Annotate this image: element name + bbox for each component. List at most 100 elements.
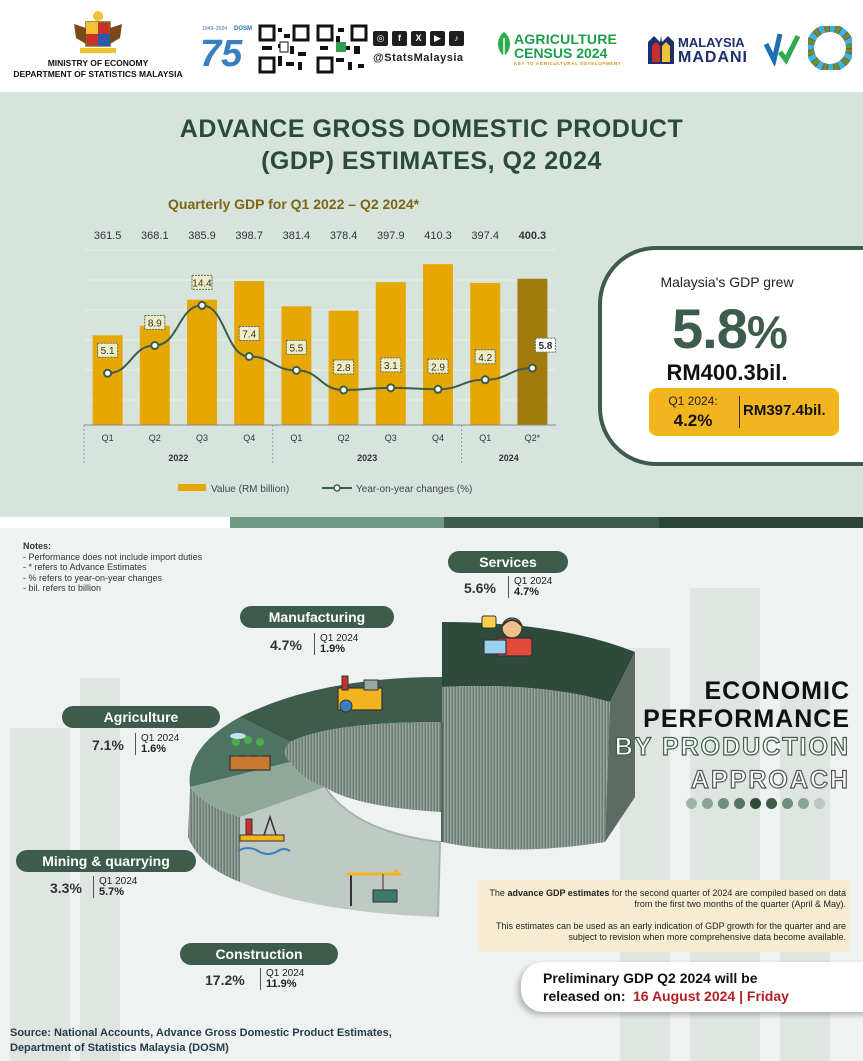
q1-amount: RM397.4bil. [743, 402, 826, 419]
bar [281, 306, 312, 425]
sector-agriculture-growth: 7.1% [92, 737, 124, 753]
malaysia-crest-icon [74, 11, 122, 53]
notes: Notes: - Performance does not include im… [23, 541, 202, 594]
donut-slice-mining [190, 762, 325, 817]
page-title: ADVANCE GROSS DOMESTIC PRODUCT (GDP) EST… [0, 113, 863, 177]
line-point [103, 368, 113, 378]
x-tick-label: Q4 [432, 433, 444, 443]
line-label: 5.8 [538, 341, 552, 352]
dot [798, 798, 809, 809]
line-label: 14.4 [192, 278, 212, 289]
sector-mining-q1: Q1 2024 5.7% [93, 876, 137, 898]
social-handle[interactable]: @StatsMalaysia [373, 52, 464, 64]
line-point [480, 375, 490, 385]
line-label: 5.5 [289, 343, 303, 354]
line-point [386, 383, 396, 393]
census-tagline: KEY TO AGRICULTURAL DEVELOPMENT [514, 61, 622, 66]
info-p1-rest: for the second quarter of 2024 are compi… [609, 888, 846, 909]
sector-q1-label: Q1 2024 [99, 876, 138, 887]
sector-label-mining: Mining & quarrying [16, 850, 196, 872]
q1-comparison-box: Q1 2024: 4.2% RM397.4bil. [649, 388, 839, 436]
bar [139, 325, 170, 425]
oil-rig-icon [237, 814, 291, 855]
instagram-icon[interactable]: ◎ [373, 31, 388, 46]
x-tick-label: Q1 [479, 433, 491, 443]
x-tick-label: Q2* [525, 433, 541, 443]
legend-label-bar: Value (RM billion) [211, 484, 289, 495]
q1-label: Q1 2024: [668, 394, 718, 408]
q1-divider [739, 396, 740, 428]
q1-value: 4.2% [673, 411, 713, 430]
donut-slice-side [442, 686, 610, 850]
line-label: 7.4 [242, 329, 256, 340]
eco-heading-line2: PERFORMANCE [643, 705, 850, 733]
x-tick-label: Q2 [338, 433, 350, 443]
stripe-divider [0, 517, 230, 528]
note-item: - * refers to Advance Estimates [23, 562, 147, 572]
sector-label-services: Services [448, 551, 568, 573]
donut-slice-agriculture [189, 717, 290, 787]
donut-slice-edge [324, 786, 442, 918]
bar-label: 368.1 [141, 230, 169, 242]
stripe-divider [659, 517, 863, 528]
donut-inner-wall [285, 722, 442, 812]
line-label-box [333, 359, 355, 375]
gdp-chart: 361.5 368.1 385.9 398.7 381.4 378.4 397.9 410.3… [82, 220, 562, 505]
line-label: 8.9 [148, 319, 162, 330]
eco-heading-line3: BY PRODUCTION [614, 732, 850, 761]
leaf-icon [498, 32, 510, 56]
youtube-icon[interactable]: ▶ [430, 31, 445, 46]
bar-label: 400.3 [519, 230, 547, 242]
facebook-icon[interactable]: f [392, 31, 407, 46]
donut-slice-side [188, 787, 240, 882]
growth-value: 5.8% [672, 296, 788, 361]
sector-q1-value: 1.6% [141, 743, 167, 755]
eco-heading-line4: APPROACH [690, 765, 850, 794]
legend-swatch-point [333, 484, 341, 492]
info-p1-bold: advance GDP estimates [507, 888, 610, 898]
source-line2: Department of Statistics Malaysia (DOSM) [10, 1042, 229, 1054]
bar-label: 398.7 [235, 230, 263, 242]
crops-icon [229, 733, 271, 771]
line-label-box [380, 357, 402, 373]
line-label: 5.1 [101, 346, 115, 357]
bar [187, 299, 217, 425]
growth-unit: % [746, 306, 788, 358]
dot [686, 798, 697, 809]
line-point [339, 385, 349, 395]
sector-mining-growth: 3.3% [50, 880, 82, 896]
factory-icon [337, 675, 383, 713]
sector-q1-label: Q1 2024 [514, 576, 553, 587]
census-line2: CENSUS 2024 [514, 45, 608, 61]
line-label: 2.8 [337, 363, 351, 374]
chart-axis: Q1 Q2 Q3 Q4 Q1 Q2 Q3 Q4 Q1 Q2* 2022 2023 2024 [83, 424, 556, 465]
title-line2: (GDP) ESTIMATES, Q2 2024 [261, 147, 602, 175]
line-label-box [427, 358, 449, 374]
chart-legend: Value (RM billion) Year-on-year changes (… [178, 484, 472, 495]
dosm75-label: DOSM [234, 26, 252, 32]
bar-label: 385.9 [188, 230, 216, 242]
sector-construction-growth: 17.2% [205, 972, 245, 988]
header: MINISTRY OF ECONOMY DEPARTMENT OF STATIS… [0, 0, 863, 92]
release-line1: Preliminary GDP Q2 2024 will be [543, 970, 758, 986]
notes-title: Notes: [23, 541, 52, 551]
sector-services-growth: 5.6% [464, 580, 496, 596]
sector-q1-value: 4.7% [514, 586, 540, 598]
growth-card: Malaysia's GDP grew 5.8% RM400.3bil. Q1 … [598, 246, 863, 466]
dot [766, 798, 777, 809]
bar-label: 378.4 [330, 230, 358, 242]
ministry-name: MINISTRY OF ECONOMY DEPARTMENT OF STATIS… [8, 58, 188, 80]
donut-slice-side [605, 652, 635, 842]
x-tick-label: Q3 [196, 433, 208, 443]
chart-line-labels: 5.1 8.9 14.4 7.4 5.5 2.8 3.1 2.9 4.2 5.8 [97, 274, 556, 375]
year-group-label: 2022 [168, 453, 188, 463]
sector-services-q1: Q1 2024 4.7% [508, 576, 552, 598]
info-paragraph2: This estimates can be used as an early i… [495, 921, 846, 942]
note-item: - % refers to year-on-year changes [23, 572, 163, 583]
tiktok-icon[interactable]: ♪ [449, 31, 464, 46]
bar-label: 410.3 [424, 230, 452, 242]
line-label: 3.1 [384, 361, 398, 372]
sector-q1-label: Q1 2024 [266, 968, 305, 979]
x-icon[interactable]: X [411, 31, 426, 46]
sector-q1-value: 11.9% [266, 978, 297, 990]
